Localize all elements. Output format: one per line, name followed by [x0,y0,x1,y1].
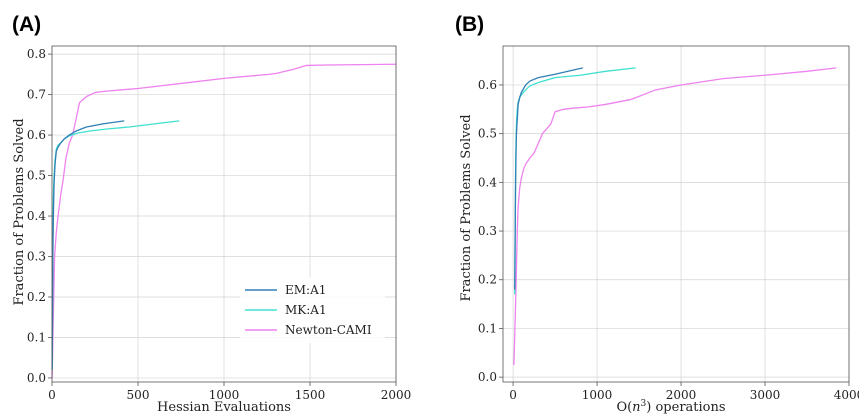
panel-b-y-tick-label: 0.5 [478,127,497,141]
panel-a-y-tick-label: 0.1 [27,330,46,344]
panel-a-x-tick-label: 500 [127,388,150,402]
panel-a-y-tick-label: 0.6 [27,128,46,142]
panel-a-label: (A) [12,13,41,36]
panel-b-series-em-a1 [514,67,583,290]
panel-b-y-tick-label: 0.1 [478,321,497,335]
panel-a-series-mk-a1 [51,120,180,370]
panel-a-series [51,63,397,378]
legend: EM:A1 MK:A1 Newton-CAMI [240,277,385,343]
panel-b-x-tick-label: 0 [509,388,517,402]
legend-label-newton-cami: Newton-CAMI [285,323,372,337]
panel-b-frame [502,45,850,383]
panel-a-x-tick-label: 2000 [381,388,412,402]
panel-b-x-tick-label: 1000 [582,388,613,402]
legend-label-em-a1: EM:A1 [285,283,326,297]
panel-a-y-tick-label: 0.4 [27,209,46,223]
panel-b-series [513,67,837,365]
panel-a-y-tick-label: 0.3 [27,250,46,264]
panel-b-ylabel: Fraction of Problems Solved [459,114,474,301]
panel-a-y-tick-label: 0.7 [27,88,46,102]
panel-a-y-tick-label: 0.8 [27,47,46,61]
panel-b-series-newton-cami [513,67,837,365]
panel-b-xlabel: O(n3) operations [616,399,725,415]
panel-a-ticks: 0 500 1000 1500 2000 0.0 0.1 0.2 0.3 0.4 0.5 0.6 0.7… [27,47,411,402]
panel-b: (B) 010002000300040000.00.10.20.30.40.50… [455,13,859,415]
panel-a-series-newton-cami [51,63,397,378]
panel-a-series-em-a1 [51,120,125,370]
panel-b-label: (B) [455,13,484,36]
panel-b-y-tick-label: 0.0 [478,370,497,384]
panel-a-x-tick-label: 0 [48,388,56,402]
panel-b-y-tick-label: 0.2 [478,273,497,287]
panel-a-y-tick-label: 0.2 [27,290,46,304]
panel-a-x-tick-label: 1500 [295,388,326,402]
panel-b-grid [503,46,850,382]
panel-b-y-tick-label: 0.3 [478,224,497,238]
panel-a-y-tick-label: 0.0 [27,371,46,385]
panel-b-y-tick-label: 0.4 [478,175,497,189]
legend-label-mk-a1: MK:A1 [285,303,327,317]
panel-a-x-tick-label: 1000 [209,388,240,402]
panel-a-ylabel: Fraction of Problems Solved [12,118,27,305]
panel-a: (A) 0 500 1000 1500 2000 0.0 0.1 0.2 0.3 0.4 0.5 0.… [12,13,411,415]
panel-b-x-tick-label: 3000 [750,388,781,402]
panel-a-xlabel: Hessian Evaluations [157,400,291,415]
panel-b-x-tick-label: 2000 [666,388,697,402]
panel-a-y-tick-label: 0.5 [27,169,46,183]
panel-b-y-tick-label: 0.6 [478,78,497,92]
